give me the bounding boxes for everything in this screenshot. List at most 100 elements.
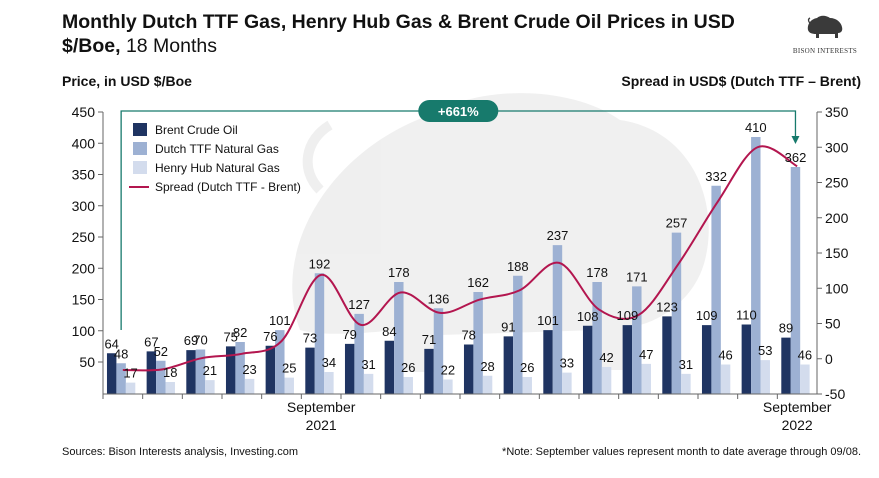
bar-henry-label: 31 bbox=[679, 357, 693, 372]
bar-henry-label: 47 bbox=[639, 347, 653, 362]
bar-ttf-label: 162 bbox=[467, 275, 489, 290]
bar-ttf bbox=[314, 273, 325, 394]
bar-ttf bbox=[671, 232, 682, 394]
legend-henry-label: Henry Hub Natural Gas bbox=[155, 161, 280, 175]
bar-brent-label: 91 bbox=[501, 319, 515, 334]
bar-ttf bbox=[552, 245, 563, 394]
bar-henry bbox=[720, 364, 731, 394]
bison-logo: BISON INTERESTS bbox=[790, 14, 860, 55]
bar-henry-label: 42 bbox=[599, 350, 613, 365]
bar-brent bbox=[225, 346, 236, 394]
bar-henry bbox=[205, 380, 215, 394]
y2-tick-label: 0 bbox=[825, 351, 833, 367]
bar-ttf bbox=[592, 282, 602, 394]
growth-callout bbox=[418, 100, 499, 122]
bar-henry-label: 18 bbox=[163, 365, 177, 380]
bar-ttf-label: 48 bbox=[114, 346, 128, 361]
bar-henry-label: 26 bbox=[520, 360, 534, 375]
bar-brent-label: 84 bbox=[382, 324, 396, 339]
y2-tick-label: -50 bbox=[825, 386, 845, 402]
bar-ttf bbox=[711, 185, 721, 394]
bar-henry bbox=[125, 382, 136, 394]
bar-ttf-label: 410 bbox=[745, 120, 767, 135]
bar-ttf-label: 101 bbox=[269, 313, 291, 328]
bar-brent bbox=[265, 345, 276, 394]
bar-henry-label: 31 bbox=[361, 357, 375, 372]
bar-ttf bbox=[116, 363, 126, 394]
x-axis-label: September bbox=[287, 399, 356, 415]
bar-ttf bbox=[632, 286, 642, 394]
bar-brent bbox=[344, 343, 355, 394]
bar-brent bbox=[741, 324, 752, 394]
y-tick-label: 200 bbox=[72, 260, 96, 276]
bar-ttf-label: 188 bbox=[507, 259, 529, 274]
bar-henry-label: 46 bbox=[718, 348, 732, 363]
bar-brent bbox=[781, 337, 791, 394]
chart-area: 6448176752186970217582237610125731923479… bbox=[72, 93, 849, 433]
y-tick-label: 300 bbox=[72, 198, 96, 214]
y2-tick-label: 350 bbox=[825, 104, 849, 120]
y2-tick-label: 100 bbox=[825, 280, 849, 296]
bar-brent-label: 101 bbox=[537, 313, 559, 328]
bar-henry bbox=[482, 375, 493, 394]
bar-brent-label: 69 bbox=[184, 333, 198, 348]
growth-arrowhead bbox=[791, 136, 800, 144]
bar-henry bbox=[324, 372, 334, 394]
bar-ttf bbox=[751, 137, 761, 394]
bar-henry bbox=[403, 377, 413, 394]
bar-ttf bbox=[235, 342, 245, 394]
bar-henry bbox=[165, 382, 175, 394]
y-tick-label: 250 bbox=[72, 229, 96, 245]
bar-brent bbox=[106, 353, 117, 394]
bar-henry bbox=[562, 372, 572, 394]
bar-henry bbox=[681, 373, 691, 394]
bar-brent-label: 89 bbox=[779, 321, 793, 336]
bar-ttf-label: 136 bbox=[428, 291, 450, 306]
y2-axis-title: Spread in USD$ (Dutch TTF – Brent) bbox=[621, 73, 861, 89]
y-tick-label: 100 bbox=[72, 323, 96, 339]
bar-henry bbox=[522, 377, 532, 394]
bar-henry bbox=[800, 364, 810, 394]
bar-brent bbox=[146, 351, 157, 394]
bar-brent bbox=[701, 325, 712, 394]
bar-brent-label: 71 bbox=[422, 332, 436, 347]
legend-ttf-swatch bbox=[133, 142, 147, 155]
footnote: *Note: September values represent month … bbox=[502, 446, 861, 458]
spread-line bbox=[122, 145, 798, 372]
bar-brent-label: 109 bbox=[696, 308, 718, 323]
bar-henry bbox=[284, 377, 294, 394]
bar-ttf bbox=[275, 330, 285, 394]
bar-henry-label: 26 bbox=[401, 360, 415, 375]
bar-brent-label: 79 bbox=[342, 327, 356, 342]
bar-henry-label: 22 bbox=[441, 363, 455, 378]
bar-brent bbox=[582, 325, 593, 394]
x-axis-label: September bbox=[763, 399, 832, 415]
bar-brent-label: 109 bbox=[617, 308, 639, 323]
bar-henry bbox=[641, 363, 651, 394]
legend-spread-label: Spread (Dutch TTF - Brent) bbox=[155, 180, 301, 194]
bar-brent bbox=[186, 350, 196, 394]
bar-brent bbox=[543, 330, 553, 394]
bar-ttf bbox=[513, 275, 523, 394]
bar-brent bbox=[305, 347, 315, 394]
bar-ttf bbox=[354, 313, 364, 394]
bar-henry-label: 25 bbox=[282, 361, 296, 376]
legend-brent-swatch bbox=[133, 123, 147, 136]
bar-brent-label: 78 bbox=[461, 328, 475, 343]
legend-brent-label: Brent Crude Oil bbox=[155, 123, 238, 137]
bar-brent bbox=[662, 316, 672, 394]
bar-ttf-label: 362 bbox=[785, 150, 807, 165]
x-axis-label-year: 2022 bbox=[782, 417, 813, 433]
y2-tick-label: 250 bbox=[825, 175, 849, 191]
bar-ttf-label: 70 bbox=[193, 333, 207, 348]
source-note: Sources: Bison Interests analysis, Inves… bbox=[62, 446, 298, 458]
bar-henry-label: 17 bbox=[123, 366, 137, 381]
bar-ttf bbox=[195, 349, 206, 394]
bar-brent-label: 123 bbox=[656, 299, 678, 314]
bar-ttf bbox=[394, 282, 404, 394]
chart-title-period: 18 Months bbox=[120, 35, 218, 57]
bar-henry-label: 34 bbox=[322, 355, 336, 370]
bar-brent-label: 75 bbox=[223, 329, 237, 344]
legend-ttf-label: Dutch TTF Natural Gas bbox=[155, 142, 279, 156]
bar-ttf bbox=[156, 360, 166, 394]
